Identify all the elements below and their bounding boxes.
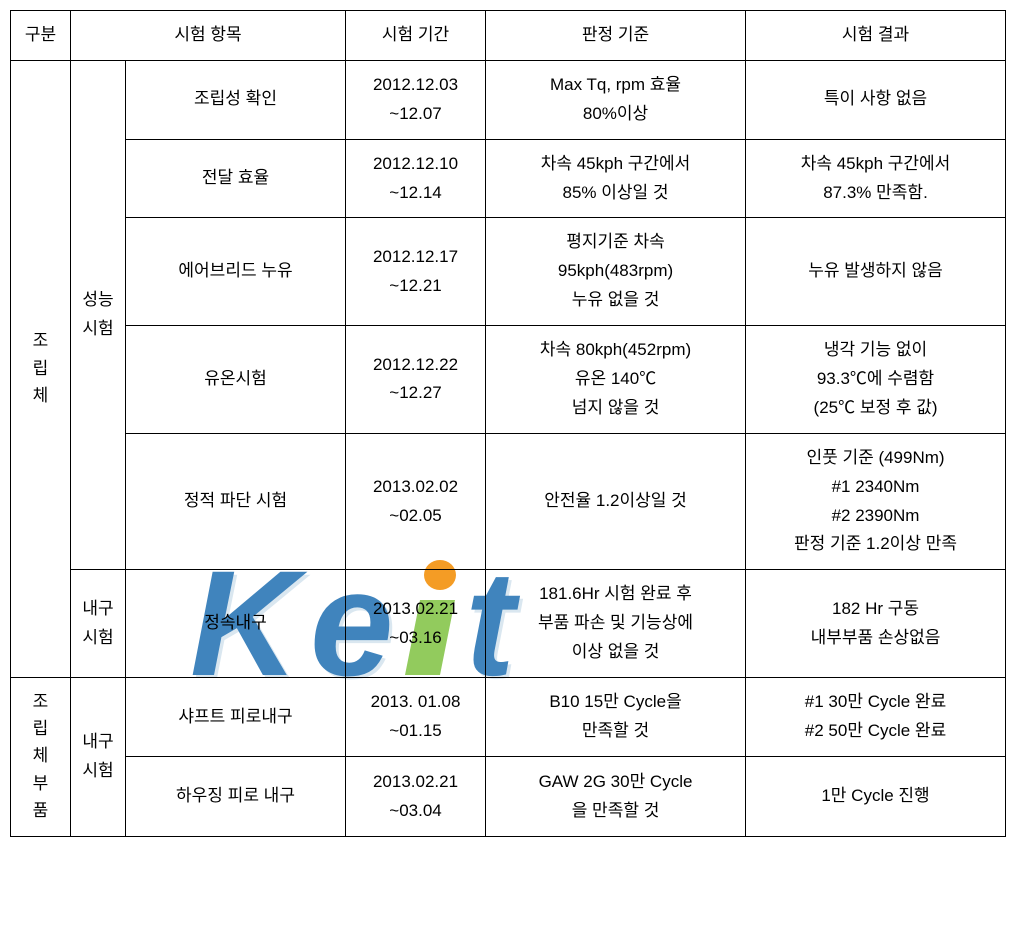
table-body: 조립체성능시험조립성 확인2012.12.03~12.07Max Tq, rpm… [11,60,1006,836]
header-result: 시험 결과 [746,11,1006,61]
item-cell: 하우징 피로 내구 [126,757,346,836]
result-cell: 1만 Cycle 진행 [746,757,1006,836]
criteria-cell: 안전율 1.2이상일 것 [486,433,746,570]
result-cell: 인풋 기준 (499Nm)#1 2340Nm#2 2390Nm판정 기준 1.2… [746,433,1006,570]
table-row: 조립체부품내구시험샤프트 피로내구2013. 01.08~01.15B10 15… [11,678,1006,757]
table-row: 에어브리드 누유2012.12.17~12.21평지기준 차속95kph(483… [11,218,1006,326]
test-results-table: 구분 시험 항목 시험 기간 판정 기준 시험 결과 조립체성능시험조립성 확인… [10,10,1006,837]
header-gubun: 구분 [11,11,71,61]
table-row: 조립체성능시험조립성 확인2012.12.03~12.07Max Tq, rpm… [11,60,1006,139]
period-cell: 2013. 01.08~01.15 [346,678,486,757]
item-cell: 조립성 확인 [126,60,346,139]
criteria-cell: GAW 2G 30만 Cycle을 만족할 것 [486,757,746,836]
result-cell: 182 Hr 구동내부부품 손상없음 [746,570,1006,678]
header-period: 시험 기간 [346,11,486,61]
item-cell: 에어브리드 누유 [126,218,346,326]
gubun-cell: 조립체 [11,60,71,677]
period-cell: 2013.02.21~03.16 [346,570,486,678]
criteria-cell: 차속 80kph(452rpm)유온 140℃넘지 않을 것 [486,326,746,434]
criteria-cell: 평지기준 차속95kph(483rpm)누유 없을 것 [486,218,746,326]
table-header-row: 구분 시험 항목 시험 기간 판정 기준 시험 결과 [11,11,1006,61]
header-criteria: 판정 기준 [486,11,746,61]
criteria-cell: B10 15만 Cycle을만족할 것 [486,678,746,757]
category-cell: 내구시험 [71,678,126,837]
table-row: 유온시험2012.12.22~12.27차속 80kph(452rpm)유온 1… [11,326,1006,434]
header-item: 시험 항목 [71,11,346,61]
result-cell: 차속 45kph 구간에서87.3% 만족함. [746,139,1006,218]
period-cell: 2012.12.22~12.27 [346,326,486,434]
period-cell: 2013.02.02~02.05 [346,433,486,570]
table-row: 정적 파단 시험2013.02.02~02.05안전율 1.2이상일 것인풋 기… [11,433,1006,570]
criteria-cell: Max Tq, rpm 효율80%이상 [486,60,746,139]
item-cell: 정속내구 [126,570,346,678]
category-cell: 내구시험 [71,570,126,678]
table-wrapper: K K e e t t 구분 시험 항목 시험 기간 판정 기준 [10,10,1005,837]
item-cell: 샤프트 피로내구 [126,678,346,757]
result-cell: 특이 사항 없음 [746,60,1006,139]
item-cell: 정적 파단 시험 [126,433,346,570]
period-cell: 2013.02.21~03.04 [346,757,486,836]
criteria-cell: 181.6Hr 시험 완료 후부품 파손 및 기능상에이상 없을 것 [486,570,746,678]
criteria-cell: 차속 45kph 구간에서85% 이상일 것 [486,139,746,218]
item-cell: 전달 효율 [126,139,346,218]
result-cell: 누유 발생하지 않음 [746,218,1006,326]
table-row: 내구시험정속내구2013.02.21~03.16181.6Hr 시험 완료 후부… [11,570,1006,678]
period-cell: 2012.12.10~12.14 [346,139,486,218]
gubun-cell: 조립체부품 [11,678,71,837]
category-cell: 성능시험 [71,60,126,569]
result-cell: #1 30만 Cycle 완료#2 50만 Cycle 완료 [746,678,1006,757]
period-cell: 2012.12.03~12.07 [346,60,486,139]
item-cell: 유온시험 [126,326,346,434]
table-row: 전달 효율2012.12.10~12.14차속 45kph 구간에서85% 이상… [11,139,1006,218]
table-row: 하우징 피로 내구2013.02.21~03.04GAW 2G 30만 Cycl… [11,757,1006,836]
result-cell: 냉각 기능 없이93.3℃에 수렴함(25℃ 보정 후 값) [746,326,1006,434]
period-cell: 2012.12.17~12.21 [346,218,486,326]
